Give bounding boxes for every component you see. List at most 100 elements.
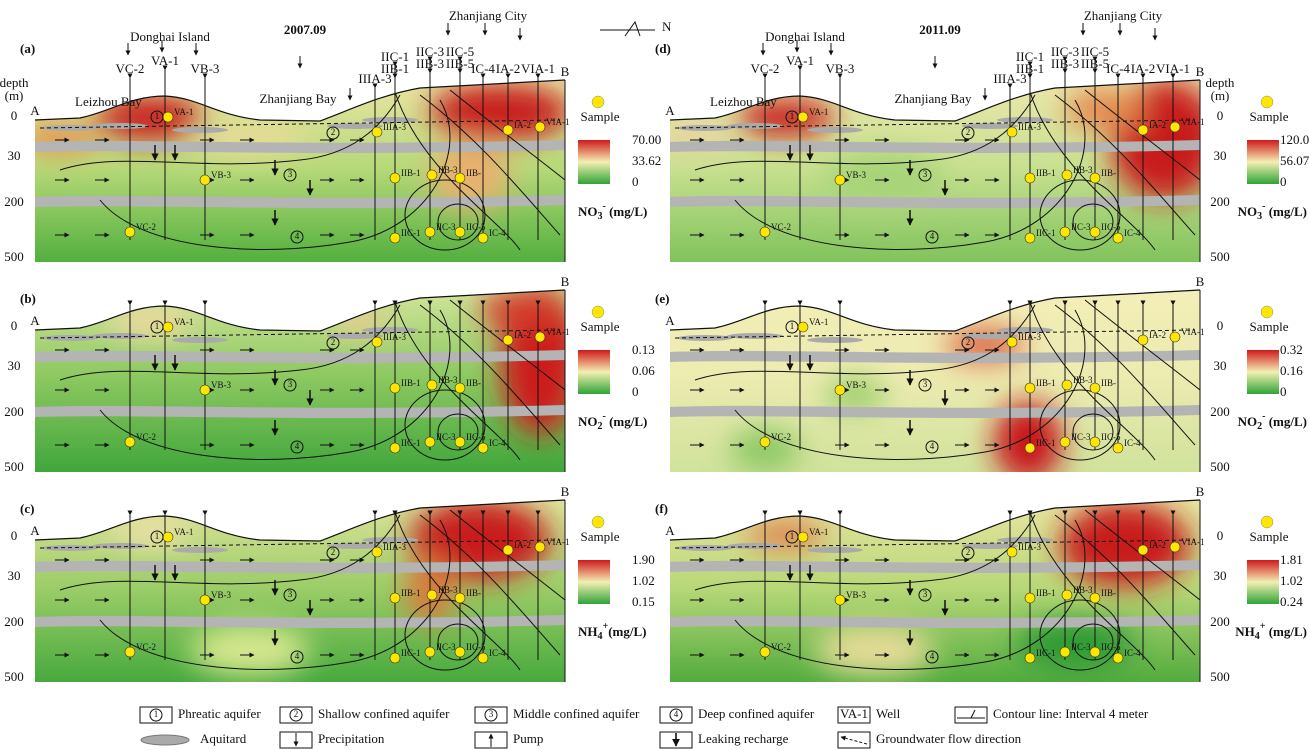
aquitard-lens xyxy=(172,337,228,343)
sample-label: VB-3 xyxy=(846,380,866,390)
contour-line xyxy=(437,623,479,661)
unit-sub: 4 xyxy=(598,631,603,642)
unit-suffix: (mg/L) xyxy=(1265,414,1307,429)
sample-point xyxy=(759,646,771,658)
sample-label: IIC-5 xyxy=(1101,432,1121,442)
aquifer-marker xyxy=(326,126,340,140)
aquifer-number: 1 xyxy=(155,531,160,541)
legend-box xyxy=(279,706,313,724)
unit-label: NO3- (mg/L) xyxy=(1238,201,1307,222)
sample-label: VA-1 xyxy=(809,107,828,117)
sample-point xyxy=(1112,652,1124,664)
sample-point xyxy=(426,379,438,391)
legend-item: Precipitation xyxy=(279,731,385,749)
aquifer-number: 4 xyxy=(295,231,300,241)
sample-label: VIA-1 xyxy=(1181,327,1205,337)
place-label: Zhanjiang Bay xyxy=(260,91,337,106)
sample-label: IIC-5 xyxy=(466,642,486,652)
colorbar-label: 0 xyxy=(632,174,639,189)
sample-label: IIC-1 xyxy=(1036,228,1056,238)
well-label: VIA-1 xyxy=(521,61,555,76)
colorbar-label: 1.02 xyxy=(1280,573,1303,588)
field-blob xyxy=(994,402,1062,472)
sample-point xyxy=(1024,652,1036,664)
sample-label: IIC-1 xyxy=(401,438,421,448)
sample-label: VIA-1 xyxy=(546,327,570,337)
colorbar-label: 0.13 xyxy=(632,342,655,357)
sample-point xyxy=(477,442,489,454)
sample-label: IC-4 xyxy=(1124,438,1141,448)
sample-point xyxy=(124,436,136,448)
sample-point xyxy=(1089,226,1101,238)
well-label: IIIA-3 xyxy=(993,71,1026,86)
sample-point xyxy=(454,382,466,394)
colorbar xyxy=(578,350,610,394)
legend-box xyxy=(837,731,871,749)
sample-label: IIIA-3 xyxy=(383,332,406,342)
contour-line xyxy=(1084,299,1200,391)
unit-suffix: (mg/L) xyxy=(608,624,646,639)
sample-label: IIB-1 xyxy=(1036,168,1056,178)
aquitard-lens xyxy=(92,123,148,129)
sample-point xyxy=(1059,436,1071,448)
legend-symbol: VA-1 xyxy=(840,706,868,721)
legend-item: Aquitard xyxy=(140,731,247,746)
sample-point xyxy=(389,442,401,454)
sample-label: IA-2 xyxy=(514,540,531,550)
place-label: Zhanjiang City xyxy=(449,8,528,23)
unit-sub: 3 xyxy=(1257,211,1262,222)
unit-suffix: (mg/L) xyxy=(1265,624,1307,639)
legend-contour xyxy=(957,709,985,719)
flow-path xyxy=(39,539,561,549)
place-label: B xyxy=(561,64,570,79)
sample-label: IIB- xyxy=(1101,378,1116,388)
well-label: VB-3 xyxy=(191,61,220,76)
aquitard-lens xyxy=(362,117,418,123)
panel-label: (e) xyxy=(655,291,669,306)
sample-label: IIB-1 xyxy=(1036,378,1056,388)
depth-tick: 30 xyxy=(1214,358,1227,373)
well-label: IA-2 xyxy=(496,61,521,76)
sample-point xyxy=(199,174,211,186)
aquifer-number: 2 xyxy=(331,337,336,347)
sample-label: IA-2 xyxy=(514,120,531,130)
sample-point xyxy=(1112,232,1124,244)
sample-label: VC-2 xyxy=(771,642,791,652)
contour-line xyxy=(99,519,451,670)
colorbar xyxy=(1247,560,1279,604)
sample-label: VB-3 xyxy=(211,590,231,600)
depth-tick: 0 xyxy=(1217,108,1224,123)
aquifer-number: 3 xyxy=(288,169,293,179)
sample-label: IIC-3 xyxy=(1071,642,1091,652)
sample-point xyxy=(834,174,846,186)
aquifer-marker xyxy=(785,110,799,124)
panel-label: (b) xyxy=(20,291,36,306)
unit-label: NO2- (mg/L) xyxy=(1238,411,1307,432)
contour-line xyxy=(449,509,565,601)
legend-label: Aquitard xyxy=(200,731,247,746)
aquifer-marker xyxy=(918,168,932,182)
aquitard-lens xyxy=(172,547,228,553)
sample-label: VIA-1 xyxy=(546,117,570,127)
aquitard-lens xyxy=(997,537,1053,543)
date-label: 2007.09 xyxy=(284,22,327,37)
sample-point xyxy=(371,336,383,348)
depth-tick: 0 xyxy=(1217,528,1224,543)
depth-tick: 0 xyxy=(11,108,18,123)
sample-point xyxy=(1061,589,1073,601)
sample-point xyxy=(1024,172,1036,184)
aquifer-marker xyxy=(290,230,304,244)
unit-sup: - xyxy=(603,411,606,422)
colorbar-label: 0 xyxy=(1280,384,1287,399)
contour-line xyxy=(1084,89,1200,181)
sample-point xyxy=(477,652,489,664)
sample-point xyxy=(1024,442,1036,454)
depth-tick: 30 xyxy=(1214,148,1227,163)
sample-label: VB-3 xyxy=(846,590,866,600)
depth-tick: 200 xyxy=(4,404,24,419)
aquifer-marker xyxy=(785,530,799,544)
aquitard-lens xyxy=(327,123,383,129)
depth-tick: 500 xyxy=(1210,669,1230,684)
place-label: B xyxy=(561,484,570,499)
